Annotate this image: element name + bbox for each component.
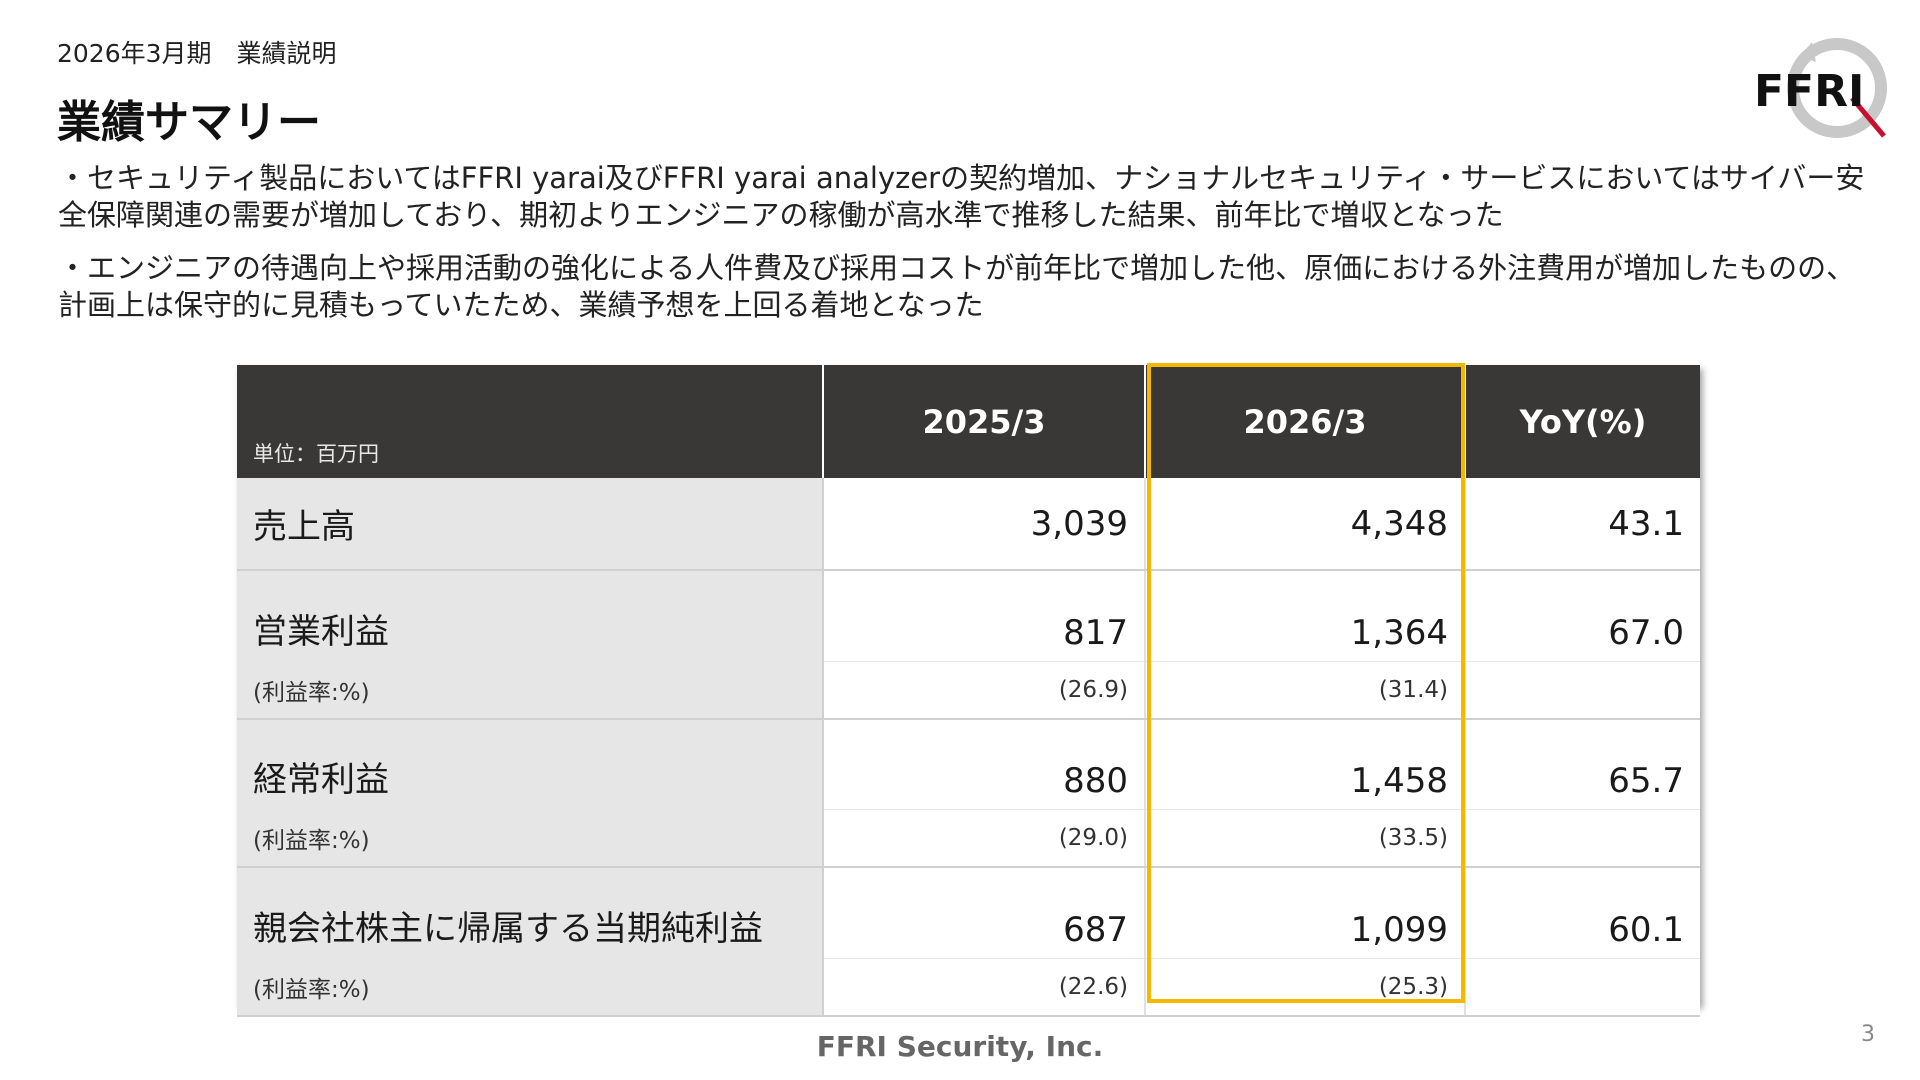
margin-2026: (25.3) (1145, 958, 1466, 1017)
page-number: 3 (1861, 1022, 1875, 1047)
row-label: 売上高 (237, 478, 824, 571)
value-yoy: 60.1 (1465, 867, 1700, 959)
row-label: 経常利益 (237, 718, 824, 810)
logo-text: FFRI (1754, 66, 1864, 117)
ffri-logo: FFRI (1752, 36, 1892, 140)
value-yoy: 67.0 (1465, 570, 1700, 662)
table-row: 営業利益 817 1,364 67.0 (237, 570, 1700, 662)
table-subrow: (利益率:%) (29.0) (33.5) (237, 809, 1700, 868)
table-row: 経常利益 880 1,458 65.7 (237, 718, 1700, 810)
column-header: 2025/3 (823, 365, 1146, 478)
slide-title: 業績サマリー (57, 97, 321, 148)
value-2026: 4,348 (1145, 478, 1466, 571)
results-table: 単位：百万円 2025/3 2026/3 YoY(%) 売上高 3,039 4,… (237, 365, 1700, 1017)
footer-company: FFRI Security, Inc. (816, 1030, 1104, 1063)
margin-2025: (22.6) (823, 958, 1146, 1017)
row-label: 親会社株主に帰属する当期純利益 (237, 867, 824, 959)
table-row: 親会社株主に帰属する当期純利益 687 1,099 60.1 (237, 867, 1700, 959)
unit-label: 単位：百万円 (237, 365, 824, 478)
slide-subtitle: 2026年3月期 業績説明 (57, 39, 337, 68)
margin-yoy (1465, 958, 1700, 1017)
margin-yoy (1465, 661, 1700, 720)
value-2026: 1,099 (1145, 867, 1466, 959)
margin-label: (利益率:%) (237, 661, 824, 720)
margin-2025: (29.0) (823, 809, 1146, 868)
table-subrow: (利益率:%) (26.9) (31.4) (237, 661, 1700, 720)
margin-2025: (26.9) (823, 661, 1146, 720)
margin-2026: (31.4) (1145, 661, 1466, 720)
value-2025: 687 (823, 867, 1146, 959)
value-yoy: 65.7 (1465, 718, 1700, 810)
value-yoy: 43.1 (1465, 478, 1700, 571)
bullet-item: ・セキュリティ製品においてはFFRI yarai及びFFRI yarai ana… (58, 161, 1865, 232)
bullet-item: ・エンジニアの待遇向上や採用活動の強化による人件費及び採用コストが前年比で増加し… (58, 251, 1856, 322)
value-2026: 1,364 (1145, 570, 1466, 662)
table-row: 売上高 3,039 4,348 43.1 (237, 478, 1700, 571)
row-label: 営業利益 (237, 570, 824, 662)
value-2025: 880 (823, 718, 1146, 810)
column-header: YoY(%) (1465, 365, 1700, 478)
bullet-list: ・セキュリティ製品においてはFFRI yarai及びFFRI yarai ana… (58, 160, 1878, 340)
value-2026: 1,458 (1145, 718, 1466, 810)
margin-2026: (33.5) (1145, 809, 1466, 868)
margin-label: (利益率:%) (237, 809, 824, 868)
margin-label: (利益率:%) (237, 958, 824, 1017)
value-2025: 3,039 (823, 478, 1146, 571)
table-subrow: (利益率:%) (22.6) (25.3) (237, 958, 1700, 1017)
column-header: 2026/3 (1145, 365, 1466, 478)
margin-yoy (1465, 809, 1700, 868)
ffri-logo-icon: FFRI (1754, 38, 1887, 138)
value-2025: 817 (823, 570, 1146, 662)
